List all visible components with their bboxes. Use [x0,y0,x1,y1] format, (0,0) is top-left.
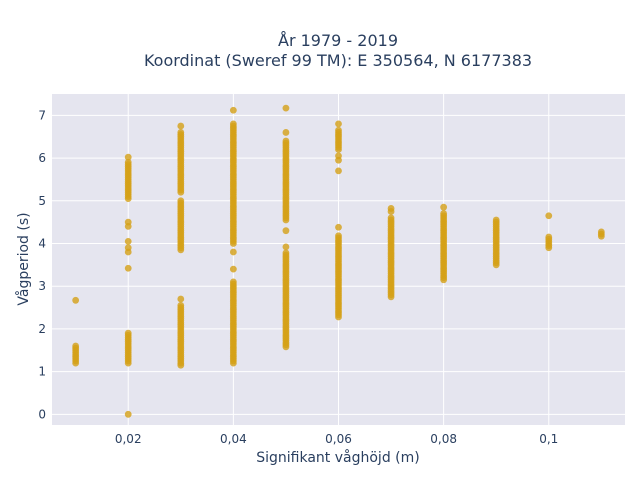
data-point [72,296,80,304]
x-tick-label: 0,08 [430,432,457,446]
data-point [124,264,132,272]
data-point [545,212,553,220]
data-point [335,120,342,128]
y-tick-label: 0 [38,407,46,421]
data-point [177,302,185,309]
y-tick-label: 1 [38,365,46,379]
data-point [335,232,342,240]
data-point [124,329,132,337]
y-tick-label: 4 [38,236,46,250]
data-point [177,197,185,205]
data-point [124,153,132,161]
x-axis-label: Signifikant våghöjd (m) [256,449,419,466]
data-point [282,104,290,112]
chart-title-line1: År 1979 - 2019 [278,31,398,50]
data-point [229,278,237,286]
x-tick-label: 0,02 [115,432,142,446]
data-points [72,104,605,418]
y-axis-label: Vågperiod (s) [15,212,32,305]
data-point [282,243,290,251]
y-tick-label: 7 [38,108,46,122]
x-tick-label: 0,1 [539,432,558,446]
data-point [124,244,132,252]
y-tick-label: 2 [38,322,46,336]
data-point [492,216,500,224]
data-point [177,129,185,136]
data-point [229,106,237,114]
y-axis-ticks: 0 1 2 3 4 5 6 7 [38,108,46,421]
data-point [440,210,448,217]
data-point [124,237,132,245]
data-point [124,158,132,166]
data-point [229,265,237,273]
data-point [597,228,605,236]
data-point [124,410,132,418]
data-point [282,129,290,136]
data-point [335,223,342,231]
data-point [229,120,237,128]
y-tick-label: 5 [38,194,46,208]
data-point [335,152,342,160]
data-point [387,214,395,222]
data-point [387,205,395,212]
y-tick-label: 3 [38,279,46,293]
data-point [335,167,342,175]
data-point [177,122,185,130]
data-point [282,137,290,145]
data-point [229,248,237,256]
data-point [124,218,132,226]
x-axis-ticks: 0,02 0,04 0,06 0,08 0,1 [115,432,558,446]
data-point [282,227,290,235]
data-point [282,249,290,257]
data-point [335,126,342,134]
data-point [545,233,553,241]
data-point [440,203,448,211]
data-point [177,295,185,303]
chart-title-line2: Koordinat (Sweref 99 TM): E 350564, N 61… [144,51,532,70]
y-tick-label: 6 [38,151,46,165]
x-tick-label: 0,06 [325,432,352,446]
x-tick-label: 0,04 [220,432,247,446]
data-point [72,342,80,350]
